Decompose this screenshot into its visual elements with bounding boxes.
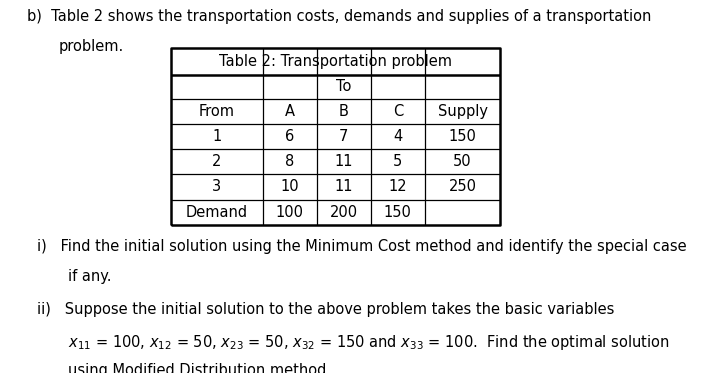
Text: problem.: problem. (59, 39, 125, 54)
Text: 11: 11 (335, 154, 353, 169)
Text: 10: 10 (281, 179, 299, 194)
Text: A: A (285, 104, 294, 119)
Text: 7: 7 (339, 129, 348, 144)
Text: 12: 12 (389, 179, 407, 194)
Text: Demand: Demand (186, 204, 248, 220)
Text: ii)   Suppose the initial solution to the above problem takes the basic variable: ii) Suppose the initial solution to the … (37, 302, 615, 317)
Text: 250: 250 (449, 179, 477, 194)
Text: 11: 11 (335, 179, 353, 194)
Text: 200: 200 (330, 204, 358, 220)
Text: if any.: if any. (68, 269, 112, 284)
Text: 150: 150 (384, 204, 412, 220)
Text: C: C (392, 104, 403, 119)
Text: $x_{11}$ = 100, $x_{12}$ = 50, $x_{23}$ = 50, $x_{32}$ = 150 and $x_{33}$ = 100.: $x_{11}$ = 100, $x_{12}$ = 50, $x_{23}$ … (68, 333, 670, 352)
Text: 100: 100 (276, 204, 304, 220)
Text: Table 2: Transportation problem: Table 2: Transportation problem (219, 54, 452, 69)
Text: b)  Table 2 shows the transportation costs, demands and supplies of a transporta: b) Table 2 shows the transportation cost… (27, 9, 652, 24)
Text: 50: 50 (454, 154, 472, 169)
Text: 150: 150 (449, 129, 477, 144)
Text: using Modified Distribution method.: using Modified Distribution method. (68, 363, 331, 373)
Text: Supply: Supply (438, 104, 487, 119)
Text: 5: 5 (393, 154, 402, 169)
Text: 1: 1 (212, 129, 221, 144)
Text: From: From (199, 104, 235, 119)
Text: 8: 8 (285, 154, 294, 169)
Text: To: To (336, 79, 351, 94)
Text: B: B (339, 104, 348, 119)
Text: 2: 2 (212, 154, 222, 169)
Text: 3: 3 (212, 179, 221, 194)
Text: i)   Find the initial solution using the Minimum Cost method and identify the sp: i) Find the initial solution using the M… (37, 239, 687, 254)
Text: 6: 6 (285, 129, 294, 144)
Text: 4: 4 (393, 129, 402, 144)
